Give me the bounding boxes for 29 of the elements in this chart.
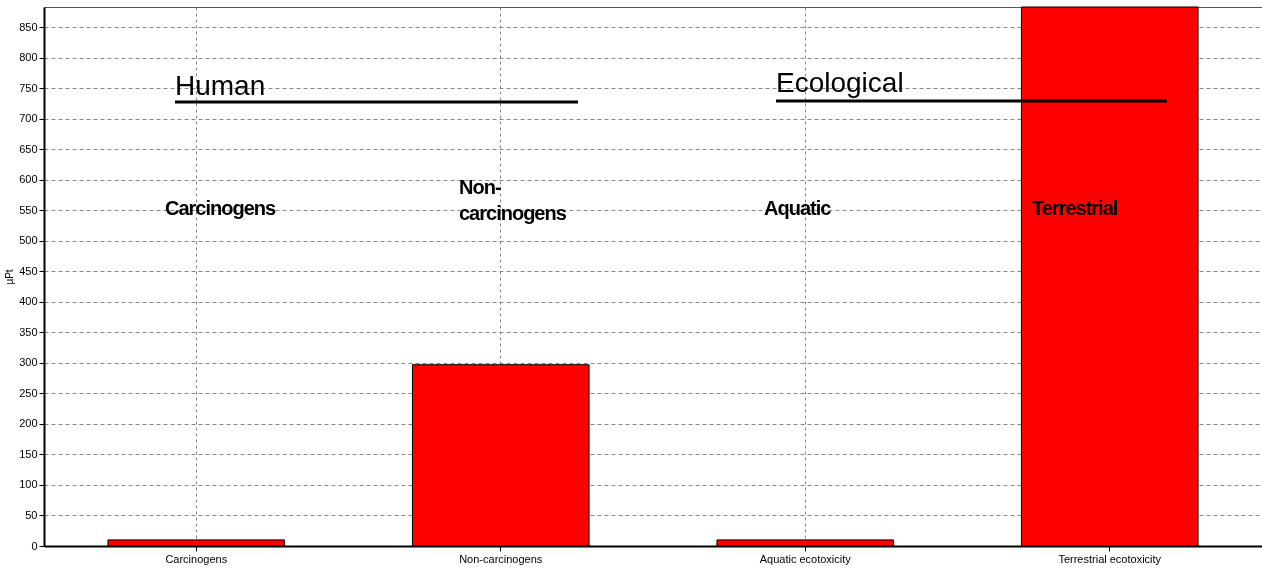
annotation: Human (175, 70, 266, 101)
y-tick-label: 350 (19, 325, 38, 338)
annotation: Aquatic (764, 196, 831, 221)
annotation: Ecological (776, 67, 904, 98)
y-tick-label: 500 (19, 234, 38, 247)
y-tick-label: 700 (19, 112, 38, 125)
y-tick-label: 550 (19, 203, 38, 216)
annotation: Carcinogens (165, 196, 276, 221)
y-tick-label: 100 (19, 478, 38, 491)
y-tick-label: 0 (31, 539, 38, 552)
y-tick-label: 450 (19, 264, 38, 277)
y-tick-label: 250 (19, 386, 38, 399)
y-tick-label: 750 (19, 81, 38, 94)
annotation: Terrestrial (1032, 196, 1118, 221)
y-tick-label: 200 (19, 417, 38, 430)
y-tick-label: 150 (19, 447, 38, 460)
y-tick-label: 800 (19, 51, 38, 64)
y-tick-label: 400 (19, 295, 38, 308)
x-tick-label: Aquatic ecotoxicity (759, 552, 852, 565)
x-tick-label: Carcinogens (165, 552, 228, 565)
y-tick-label: 600 (19, 173, 38, 186)
x-tick-label: Non-carcinogens (459, 552, 543, 565)
y-tick-label: 850 (19, 20, 38, 33)
y-tick-label: 50 (25, 508, 38, 521)
x-tick-label: Terrestrial ecotoxicity (1058, 552, 1162, 565)
y-tick-label: 300 (19, 356, 38, 369)
y-tick-label: 650 (19, 142, 38, 155)
y-axis-title: µPt (4, 269, 16, 285)
annotation: Non- carcinogens (459, 175, 566, 226)
